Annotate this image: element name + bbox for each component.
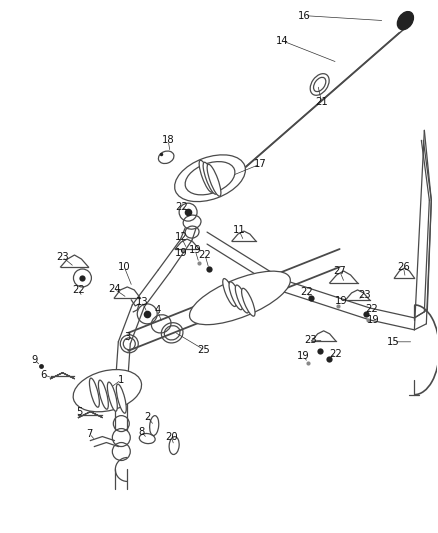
Text: 22: 22 bbox=[329, 349, 342, 359]
Text: 19: 19 bbox=[367, 315, 380, 325]
Text: 20: 20 bbox=[165, 432, 177, 441]
Text: 13: 13 bbox=[136, 297, 148, 307]
Text: 23: 23 bbox=[304, 335, 317, 345]
Text: 12: 12 bbox=[175, 232, 187, 242]
Text: 19: 19 bbox=[297, 351, 310, 361]
Text: 6: 6 bbox=[40, 370, 47, 379]
Ellipse shape bbox=[190, 271, 290, 325]
Ellipse shape bbox=[117, 384, 126, 413]
Ellipse shape bbox=[185, 161, 235, 195]
Text: 24: 24 bbox=[108, 284, 120, 294]
Text: 10: 10 bbox=[118, 262, 131, 272]
Ellipse shape bbox=[235, 285, 249, 313]
Ellipse shape bbox=[207, 164, 221, 196]
Text: 22: 22 bbox=[176, 202, 188, 212]
Ellipse shape bbox=[223, 279, 236, 306]
Text: 7: 7 bbox=[86, 429, 92, 439]
Text: 22: 22 bbox=[72, 285, 85, 295]
Text: 23: 23 bbox=[358, 290, 371, 300]
Text: 27: 27 bbox=[333, 266, 346, 276]
Text: 25: 25 bbox=[198, 345, 210, 355]
Text: 8: 8 bbox=[138, 426, 145, 437]
Text: 1: 1 bbox=[118, 375, 124, 385]
Ellipse shape bbox=[107, 382, 117, 411]
Text: 19: 19 bbox=[175, 248, 187, 258]
Text: 22: 22 bbox=[199, 250, 212, 260]
Text: 9: 9 bbox=[32, 355, 38, 365]
Text: 4: 4 bbox=[154, 305, 160, 315]
Text: 21: 21 bbox=[315, 98, 328, 108]
Ellipse shape bbox=[175, 155, 245, 201]
Text: 18: 18 bbox=[162, 135, 174, 146]
Text: 14: 14 bbox=[276, 36, 288, 46]
Ellipse shape bbox=[73, 369, 141, 412]
Text: 3: 3 bbox=[124, 332, 131, 342]
Text: 15: 15 bbox=[387, 337, 400, 347]
Text: 23: 23 bbox=[56, 252, 69, 262]
Ellipse shape bbox=[397, 12, 413, 30]
Ellipse shape bbox=[89, 378, 99, 407]
Ellipse shape bbox=[203, 162, 217, 194]
Text: 22: 22 bbox=[300, 287, 313, 297]
Text: 26: 26 bbox=[397, 262, 410, 272]
Text: 16: 16 bbox=[298, 11, 311, 21]
Ellipse shape bbox=[242, 288, 255, 316]
Text: 2: 2 bbox=[144, 411, 150, 422]
Text: 11: 11 bbox=[233, 225, 245, 235]
Text: 22: 22 bbox=[365, 304, 378, 314]
Text: 17: 17 bbox=[254, 159, 266, 169]
Text: 19: 19 bbox=[189, 245, 201, 255]
Text: 5: 5 bbox=[76, 407, 83, 417]
Ellipse shape bbox=[199, 160, 213, 192]
Text: 19: 19 bbox=[335, 296, 348, 306]
Ellipse shape bbox=[99, 380, 108, 409]
Ellipse shape bbox=[229, 282, 243, 310]
